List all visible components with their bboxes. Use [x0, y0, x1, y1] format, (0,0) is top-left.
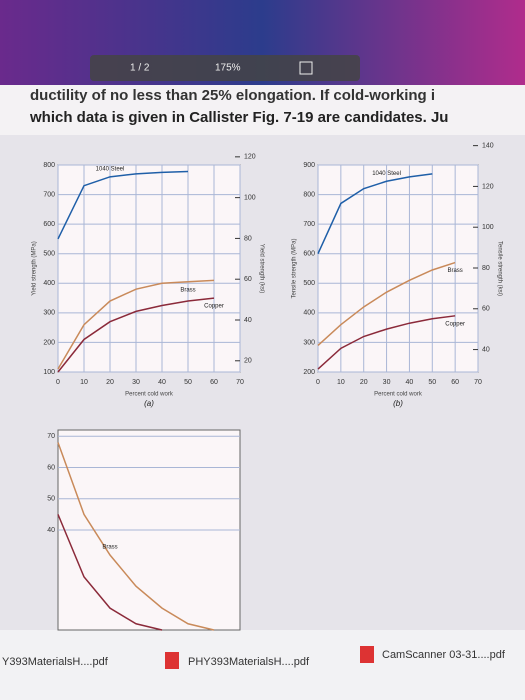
y-axis-label: Yield strength (MPa)	[32, 241, 38, 295]
series-line	[317, 261, 456, 346]
plot-area	[317, 164, 479, 373]
series-label: Brass	[180, 287, 195, 293]
x-tick-label: 40	[158, 379, 166, 386]
pdf-icon	[360, 646, 374, 663]
y-tick-label: 300	[43, 310, 55, 317]
caption: (b)	[393, 399, 403, 408]
doc-page	[0, 85, 525, 135]
x-tick-label: 50	[184, 379, 192, 386]
series-line	[317, 315, 456, 370]
x-axis-label: Percent cold work	[374, 392, 423, 398]
series-label: 1040 Steel	[372, 171, 401, 177]
doc-line: ductility of no less than 25% elongation…	[30, 87, 435, 104]
download-item[interactable]: PHY393MaterialsH....pdf	[188, 656, 310, 668]
y-tick-label: 200	[303, 369, 315, 376]
y2-tick-label: 80	[482, 265, 490, 272]
page-indicator: 1 / 2	[130, 63, 150, 74]
series-label: Copper	[445, 321, 465, 327]
series-label: Brass	[102, 545, 117, 551]
y-tick-label: 800	[303, 191, 315, 198]
x-tick-label: 40	[406, 379, 414, 386]
y2-axis-label: Yield strength (ksi)	[258, 244, 264, 293]
fit-icon[interactable]	[299, 61, 313, 75]
y2-tick-label: 80	[244, 235, 252, 242]
y2-tick-label: 140	[482, 142, 494, 149]
y-tick-label: 800	[43, 162, 55, 169]
x-tick-label: 50	[428, 379, 436, 386]
y2-tick-label: 40	[482, 346, 490, 353]
x-axis-label: Percent cold work	[125, 392, 174, 398]
y-axis-label: Tensile strength (MPa)	[292, 238, 298, 298]
doc-line: which data is given in Callister Fig. 7-…	[29, 109, 448, 126]
y-tick-label: 60	[47, 464, 55, 471]
taskbar	[0, 630, 525, 700]
y2-axis-label: Tensile strength (ksi)	[496, 241, 502, 296]
series-label: 1040 Steel	[96, 166, 125, 172]
y-tick-label: 600	[303, 251, 315, 258]
y2-tick-label: 120	[244, 154, 256, 161]
series-line	[57, 442, 215, 631]
y-tick-label: 500	[43, 251, 55, 258]
y2-tick-label: 60	[482, 306, 490, 313]
y-tick-label: 40	[47, 527, 55, 534]
y-tick-label: 500	[303, 280, 315, 287]
x-tick-label: 60	[210, 379, 218, 386]
y2-tick-label: 100	[244, 194, 256, 201]
y2-tick-label: 40	[244, 317, 252, 324]
y-tick-label: 300	[303, 339, 315, 346]
download-item[interactable]: CamScanner 03-31....pdf	[382, 649, 506, 661]
series-line	[57, 170, 189, 240]
series-line	[57, 279, 215, 370]
x-tick-label: 30	[383, 379, 391, 386]
y-tick-label: 50	[47, 496, 55, 503]
x-tick-label: 30	[132, 379, 140, 386]
zoom-level[interactable]: 175%	[215, 63, 241, 74]
x-tick-label: 0	[56, 379, 60, 386]
y2-tick-label: 100	[482, 224, 494, 231]
y-tick-label: 400	[43, 280, 55, 287]
pdf-icon	[165, 652, 179, 669]
x-tick-label: 20	[360, 379, 368, 386]
x-tick-label: 10	[337, 379, 345, 386]
y-tick-label: 700	[43, 191, 55, 198]
y-tick-label: 600	[43, 221, 55, 228]
y-tick-label: 400	[303, 310, 315, 317]
caption: (a)	[144, 399, 154, 408]
y-tick-label: 100	[43, 369, 55, 376]
y2-tick-label: 20	[244, 358, 252, 365]
pdf-toolbar	[90, 55, 360, 81]
plot-area	[57, 164, 241, 373]
y2-tick-label: 60	[244, 276, 252, 283]
x-tick-label: 60	[451, 379, 459, 386]
series-label: Copper	[204, 304, 224, 310]
series-line	[57, 297, 215, 373]
x-tick-label: 0	[316, 379, 320, 386]
x-tick-label: 70	[236, 379, 244, 386]
series-line	[57, 514, 163, 631]
x-tick-label: 70	[474, 379, 482, 386]
y-tick-label: 900	[303, 162, 315, 169]
series-line	[317, 173, 433, 255]
download-item[interactable]: Y393MaterialsH....pdf	[2, 656, 109, 668]
x-tick-label: 10	[80, 379, 88, 386]
y-tick-label: 70	[47, 433, 55, 440]
y-tick-label: 700	[303, 221, 315, 228]
y2-tick-label: 120	[482, 183, 494, 190]
y-tick-label: 200	[43, 339, 55, 346]
series-label: Brass	[447, 268, 462, 274]
x-tick-label: 20	[106, 379, 114, 386]
